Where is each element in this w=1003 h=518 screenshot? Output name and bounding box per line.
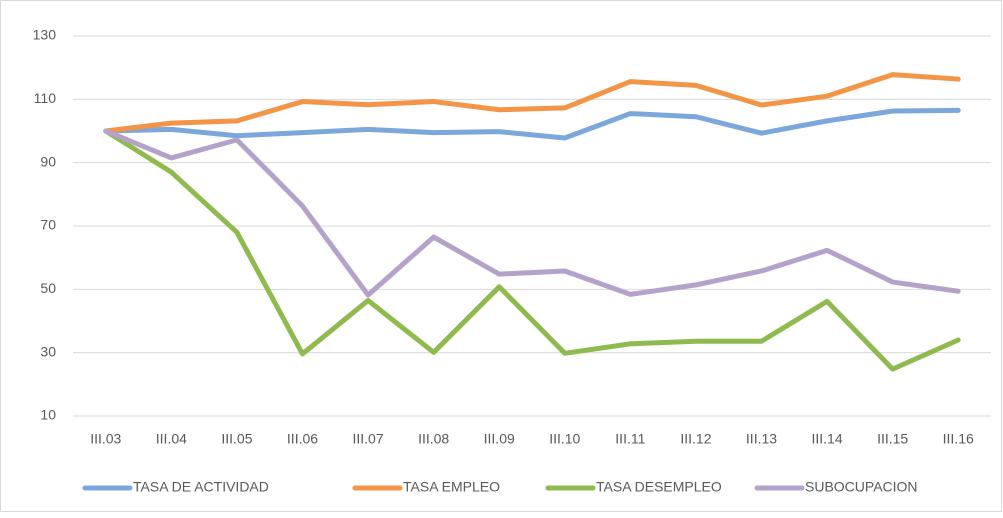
legend-label: TASA EMPLEO <box>403 479 500 495</box>
y-tick-label: 10 <box>40 407 56 423</box>
y-tick-label: 130 <box>33 27 57 43</box>
y-tick-label: 30 <box>40 343 56 359</box>
series-line <box>103 107 961 141</box>
x-tick-label: III.11 <box>615 431 645 447</box>
x-tick-label: III.04 <box>156 431 187 447</box>
series-line <box>103 128 961 298</box>
x-tick-label: III.14 <box>812 431 843 447</box>
x-tick-label: III.07 <box>353 431 384 447</box>
series-line <box>103 72 961 134</box>
y-tick-label: 90 <box>40 153 56 169</box>
x-tick-label: III.12 <box>680 431 711 447</box>
y-tick-label: 110 <box>34 90 57 106</box>
x-tick-label: III.15 <box>877 431 908 447</box>
x-tick-label: III.13 <box>746 431 777 447</box>
x-tick-label: III.16 <box>943 431 974 447</box>
legend-label: TASA DESEMPLEO <box>596 479 722 495</box>
legend-label: TASA DE ACTIVIDAD <box>133 479 269 495</box>
series-line <box>103 128 961 372</box>
x-tick-label: III.03 <box>90 431 121 447</box>
x-tick-label: III.09 <box>484 431 515 447</box>
legend-label: SUBOCUPACION <box>805 479 918 495</box>
y-tick-label: 70 <box>40 217 56 233</box>
y-tick-label: 50 <box>40 280 56 296</box>
x-tick-label: III.05 <box>221 431 252 447</box>
x-tick-label: III.10 <box>549 431 580 447</box>
x-tick-label: III.06 <box>287 431 318 447</box>
x-tick-label: III.08 <box>418 431 449 447</box>
